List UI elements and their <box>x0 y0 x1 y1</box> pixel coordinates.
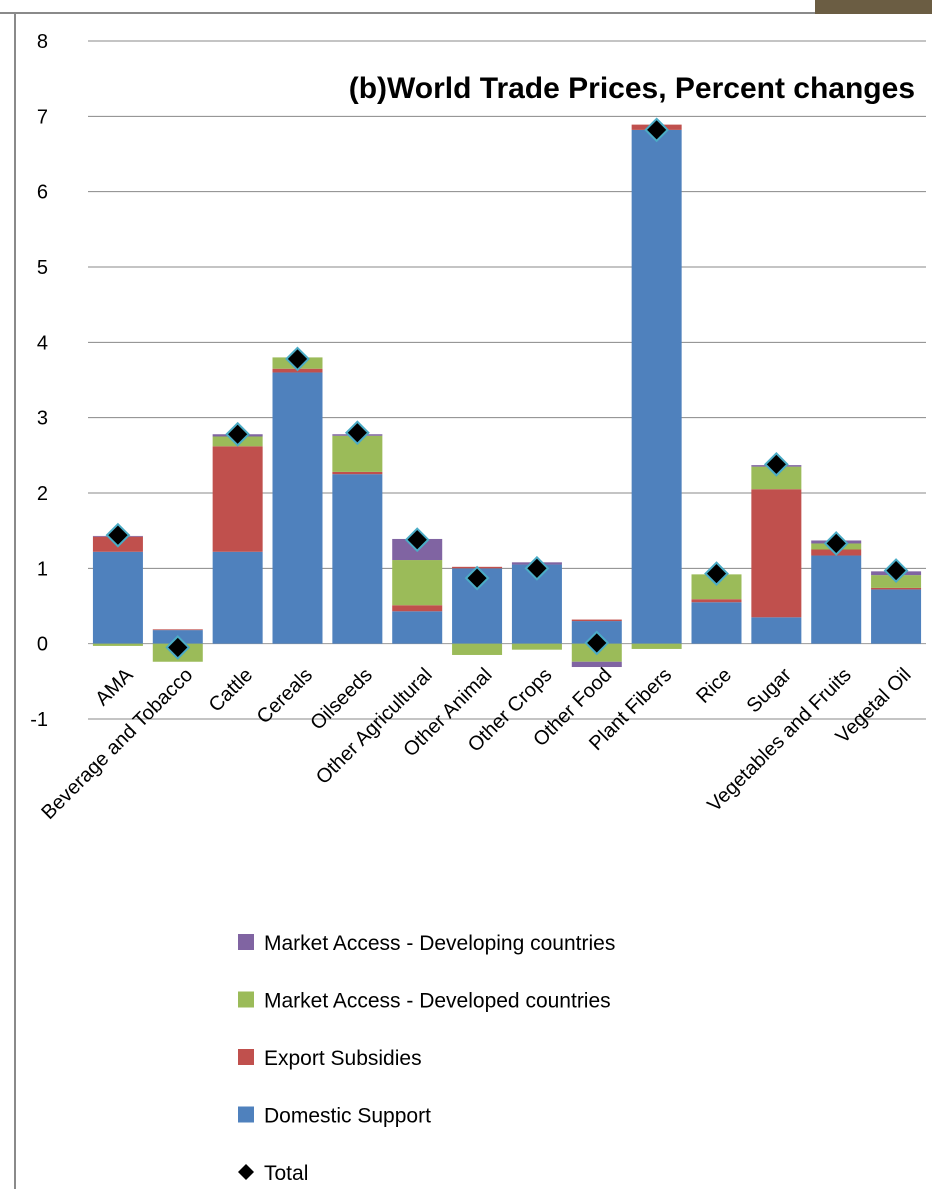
bar-segment <box>92 551 143 644</box>
legend-label: Domestic Support <box>264 1105 431 1128</box>
bar-segment <box>272 372 323 644</box>
legend-swatch <box>238 991 254 1008</box>
y-tick-label: 1 <box>37 558 48 580</box>
total-marker <box>644 117 670 143</box>
total-marker <box>763 451 789 477</box>
total-marker <box>344 420 370 446</box>
bar-segment <box>392 605 443 612</box>
bar-segment <box>571 619 622 622</box>
legend-swatch <box>238 1049 254 1065</box>
bar-segment <box>332 474 383 644</box>
total-marker <box>524 555 550 581</box>
total-marker <box>285 346 310 372</box>
y-tick-label: 3 <box>37 408 48 430</box>
category-label: Cattle <box>205 664 258 717</box>
bar-segment <box>392 560 443 606</box>
bar-segment <box>511 643 562 650</box>
category-label: Sugar <box>743 664 797 718</box>
y-tick-label: 2 <box>37 483 48 505</box>
y-tick-label: -1 <box>30 709 48 731</box>
legend-label: Export Subsidies <box>264 1047 422 1070</box>
bars <box>92 124 922 668</box>
category-label: AMA <box>91 664 138 711</box>
chart-title: (b)World Trade Prices, Percent changes <box>349 72 915 105</box>
y-tick-label: 0 <box>37 634 48 656</box>
total-marker <box>464 565 490 591</box>
bar-segment <box>571 661 622 668</box>
y-tick-label: 5 <box>37 257 48 279</box>
legend-swatch <box>238 1106 254 1123</box>
bar-segment <box>631 643 682 649</box>
total-marker <box>165 635 191 660</box>
legend-label: Market Access - Developing countries <box>264 932 615 955</box>
bar-segment <box>452 643 503 655</box>
total-marker <box>584 630 610 656</box>
bar-segment <box>751 466 802 490</box>
bar-segment <box>871 589 922 644</box>
legend-label: Total <box>264 1162 308 1185</box>
bar-segment <box>751 617 802 644</box>
y-tick-label: 4 <box>37 332 48 354</box>
bar-segment <box>631 129 682 644</box>
bar-segment <box>152 629 203 631</box>
window-top-border <box>0 0 815 14</box>
bar-segment <box>212 446 263 552</box>
total-marker <box>105 522 131 548</box>
bar-segment <box>691 599 742 603</box>
window-corner-block <box>815 0 932 14</box>
total-marker <box>883 558 909 584</box>
bar-segment <box>392 611 443 644</box>
bar-segment <box>871 587 922 590</box>
category-label: Rice <box>692 664 736 708</box>
legend-label: Market Access - Developed countries <box>264 990 611 1013</box>
bar-segment <box>691 602 742 644</box>
legend-marker <box>238 1164 254 1180</box>
y-tick-label: 7 <box>37 106 48 128</box>
y-tick-label: 6 <box>37 182 48 204</box>
bar-segment <box>332 471 383 475</box>
legend-swatch <box>238 934 254 950</box>
window-left-border <box>14 12 16 1189</box>
total-marker <box>704 561 729 587</box>
total-markers <box>105 117 909 660</box>
total-marker <box>225 421 251 447</box>
y-tick-label: 8 <box>37 31 48 53</box>
bar-segment <box>811 555 862 644</box>
bar-segment <box>212 551 263 644</box>
bar-segment <box>92 643 143 646</box>
legend: Market Access - Developing countries Mark… <box>238 932 615 1185</box>
total-marker <box>404 527 430 553</box>
bar-segment <box>751 489 802 618</box>
total-marker <box>823 531 849 556</box>
y-axis-ticks: 8 7 6 5 4 3 2 1 0 -1 <box>30 31 48 731</box>
